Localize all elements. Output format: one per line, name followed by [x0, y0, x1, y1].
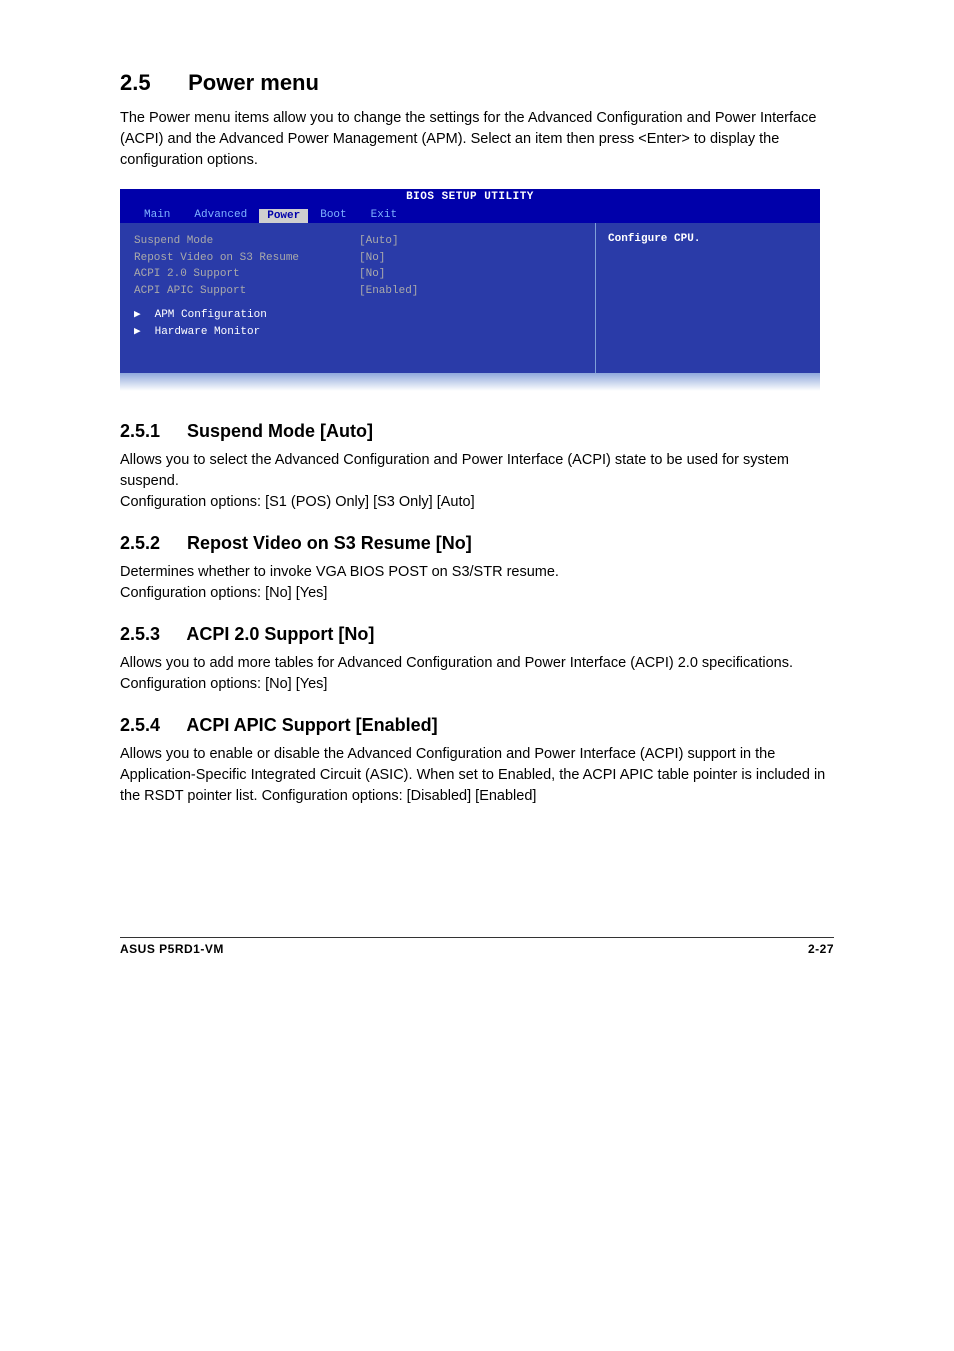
- bios-row-key: Repost Video on S3 Resume: [134, 250, 359, 267]
- subsection-text: Allows you to enable or disable the Adva…: [120, 744, 834, 807]
- bios-tab-power[interactable]: Power: [259, 209, 308, 223]
- page-footer: ASUS P5RD1-VM 2-27: [120, 937, 834, 956]
- subsection-title: Repost Video on S3 Resume [No]: [187, 533, 472, 553]
- footer-left: ASUS P5RD1-VM: [120, 942, 224, 956]
- bios-left-panel: Suspend Mode [Auto] Repost Video on S3 R…: [120, 223, 595, 373]
- bios-row[interactable]: Repost Video on S3 Resume [No]: [134, 250, 581, 267]
- bios-submenu[interactable]: ▶ Hardware Monitor: [134, 324, 581, 341]
- subsection-title: Suspend Mode [Auto]: [187, 421, 373, 441]
- subsection-heading: 2.5.4 ACPI APIC Support [Enabled]: [120, 715, 834, 736]
- bios-row-key: ACPI 2.0 Support: [134, 266, 359, 283]
- bios-header: BIOS SETUP UTILITY Main Advanced Power B…: [120, 189, 820, 223]
- bios-tabs: Main Advanced Power Boot Exit: [120, 209, 832, 223]
- bios-row-val: [Auto]: [359, 233, 399, 250]
- section-number: 2.5: [120, 70, 182, 96]
- subsection-text: Configuration options: [S1 (POS) Only] […: [120, 492, 834, 513]
- subsection-number: 2.5.2: [120, 533, 182, 554]
- bios-row[interactable]: ACPI APIC Support [Enabled]: [134, 283, 581, 300]
- subsection-number: 2.5.4: [120, 715, 182, 736]
- page: 2.5 Power menu The Power menu items allo…: [0, 0, 954, 996]
- subsection-heading: 2.5.2 Repost Video on S3 Resume [No]: [120, 533, 834, 554]
- bios-tab-main[interactable]: Main: [132, 209, 182, 223]
- subsection-number: 2.5.1: [120, 421, 182, 442]
- footer-right: 2-27: [808, 942, 834, 956]
- bios-row-key: ACPI APIC Support: [134, 283, 359, 300]
- subsection-text: Configuration options: [No] [Yes]: [120, 583, 834, 604]
- subsection-text: Allows you to select the Advanced Config…: [120, 450, 834, 492]
- bios-row-val: [Enabled]: [359, 283, 418, 300]
- bios-fade: [120, 373, 820, 391]
- bios-body: Suspend Mode [Auto] Repost Video on S3 R…: [120, 223, 820, 373]
- bios-row-val: [No]: [359, 250, 385, 267]
- bios-submenu-label: APM Configuration: [155, 309, 267, 321]
- arrow-right-icon: ▶: [134, 307, 148, 324]
- bios-screenshot: BIOS SETUP UTILITY Main Advanced Power B…: [120, 189, 820, 391]
- bios-tab-exit[interactable]: Exit: [359, 209, 409, 223]
- bios-row-key: Suspend Mode: [134, 233, 359, 250]
- bios-title: BIOS SETUP UTILITY: [120, 189, 820, 203]
- bios-row-val: [No]: [359, 266, 385, 283]
- bios-help-panel: Configure CPU.: [595, 223, 820, 373]
- subsection-text: Allows you to add more tables for Advanc…: [120, 653, 834, 695]
- subsection-heading: 2.5.1 Suspend Mode [Auto]: [120, 421, 834, 442]
- subsection-heading: 2.5.3 ACPI 2.0 Support [No]: [120, 624, 834, 645]
- section-intro: The Power menu items allow you to change…: [120, 108, 834, 171]
- subsection-number: 2.5.3: [120, 624, 182, 645]
- section-heading: 2.5 Power menu: [120, 70, 834, 96]
- arrow-right-icon: ▶: [134, 324, 148, 341]
- bios-submenu-label: Hardware Monitor: [155, 326, 261, 338]
- bios-tab-boot[interactable]: Boot: [308, 209, 358, 223]
- bios-row[interactable]: ACPI 2.0 Support [No]: [134, 266, 581, 283]
- subsection-text: Determines whether to invoke VGA BIOS PO…: [120, 562, 834, 583]
- subsection-title: ACPI 2.0 Support [No]: [186, 624, 374, 644]
- subsection-title: ACPI APIC Support [Enabled]: [186, 715, 437, 735]
- bios-tab-advanced[interactable]: Advanced: [182, 209, 259, 223]
- bios-submenu[interactable]: ▶ APM Configuration: [134, 307, 581, 324]
- section-title: Power menu: [188, 70, 319, 95]
- bios-help-text: Configure CPU.: [608, 233, 808, 245]
- bios-row[interactable]: Suspend Mode [Auto]: [134, 233, 581, 250]
